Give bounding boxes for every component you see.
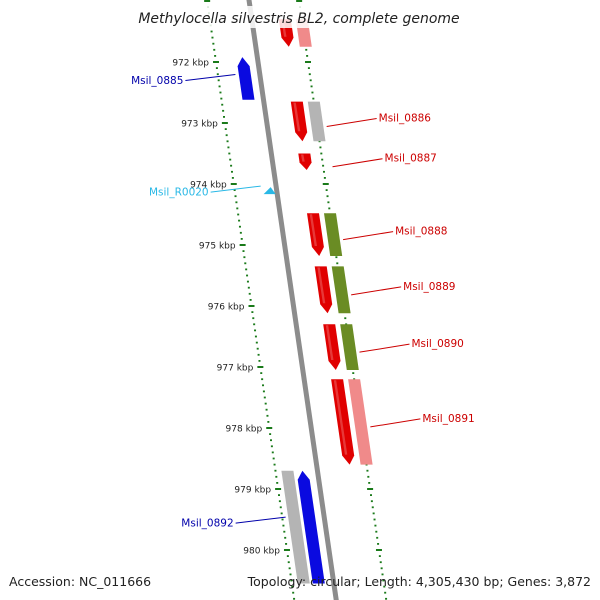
msil-0889-label[interactable]: Msil_0889 xyxy=(403,281,455,293)
msil-0886-leader-line xyxy=(326,117,377,127)
msil-0888-label[interactable]: Msil_0888 xyxy=(395,226,447,238)
msil-0888-cog-bar[interactable] xyxy=(324,213,343,256)
backbone-layer xyxy=(246,0,339,600)
msil-0890-cog-bar[interactable] xyxy=(340,324,359,370)
msil-0888-gene-arrow[interactable] xyxy=(307,213,324,256)
title-backdrop xyxy=(130,6,470,28)
msil-0888-gene-arrow-shine xyxy=(309,214,317,246)
msil-0887-gene-arrow[interactable] xyxy=(298,153,312,171)
msil-0886-gene-arrow-shine xyxy=(293,102,301,132)
msil-0888-leader-line xyxy=(343,231,394,241)
msil-r0020-label[interactable]: Msil_R0020 xyxy=(149,187,209,199)
ruler-tick-label: 977 kbp xyxy=(217,364,254,374)
msil-0890-gene-arrow[interactable] xyxy=(323,324,341,370)
msil-0887-label[interactable]: Msil_0887 xyxy=(385,153,437,165)
gene-features-layer xyxy=(237,19,373,584)
ruler-tick-label: 979 kbp xyxy=(234,486,271,496)
msil-0886-cog-bar[interactable] xyxy=(307,101,326,142)
msil-r0020-leader-line xyxy=(210,185,261,193)
msil-0885-label[interactable]: Msil_0885 xyxy=(131,75,183,87)
msil-0892-cog-bar[interactable] xyxy=(281,470,310,584)
msil-0885-gene-arrow[interactable] xyxy=(237,57,255,100)
msil-0891-label[interactable]: Msil_0891 xyxy=(422,413,474,425)
msil-0892-label[interactable]: Msil_0892 xyxy=(181,518,233,530)
msil-0891-gene-arrow[interactable] xyxy=(331,379,355,465)
msil-0890-leader-line xyxy=(359,343,410,353)
msil-0887-gene-arrow-shine xyxy=(301,154,305,162)
msil-0887-leader-line xyxy=(332,158,383,168)
msil-0885-leader-line xyxy=(185,73,236,81)
msil-0891-gene-arrow-shine xyxy=(333,380,348,455)
msil-0892-gene-arrow[interactable] xyxy=(297,470,325,584)
msil-0889-gene-arrow[interactable] xyxy=(314,266,333,314)
msil-0890-label[interactable]: Msil_0890 xyxy=(411,338,463,350)
msil-0889-gene-arrow-shine xyxy=(317,267,326,304)
msil-0892-leader-line xyxy=(235,516,286,524)
ruler-tick-label: 976 kbp xyxy=(208,303,245,313)
msil-0886-gene-arrow[interactable] xyxy=(290,101,308,142)
accession-text: Accession: NC_011666 xyxy=(9,574,151,589)
gene-labels-layer: 972 kbp 973 kbp 974 kbp 975 kbp 976 kbp 977 k… xyxy=(131,59,475,557)
msil-0889-leader-line xyxy=(351,286,402,296)
topology-text: Topology: circular; Length: 4,305,430 bp… xyxy=(247,574,591,589)
ruler-tick-label: 975 kbp xyxy=(199,242,236,252)
map-title: Methylocella silvestris BL2, complete ge… xyxy=(138,11,459,27)
ruler-tick-label: 972 kbp xyxy=(172,59,209,69)
msil-0891-leader-line xyxy=(370,418,421,428)
msil-0891-cog-bar[interactable] xyxy=(348,379,373,465)
ruler-tick-label: 978 kbp xyxy=(226,425,263,435)
msil-r0020-feature[interactable] xyxy=(263,187,276,195)
genome-backbone xyxy=(246,0,339,600)
ruler-tick-label: 980 kbp xyxy=(243,547,280,557)
ruler-tick-label: 974 kbp xyxy=(190,181,227,191)
ruler-tick-label: 973 kbp xyxy=(181,120,218,130)
msil-0890-gene-arrow-shine xyxy=(325,325,334,360)
msil-0889-cog-bar[interactable] xyxy=(331,266,351,314)
msil-0886-label[interactable]: Msil_0886 xyxy=(379,112,432,124)
